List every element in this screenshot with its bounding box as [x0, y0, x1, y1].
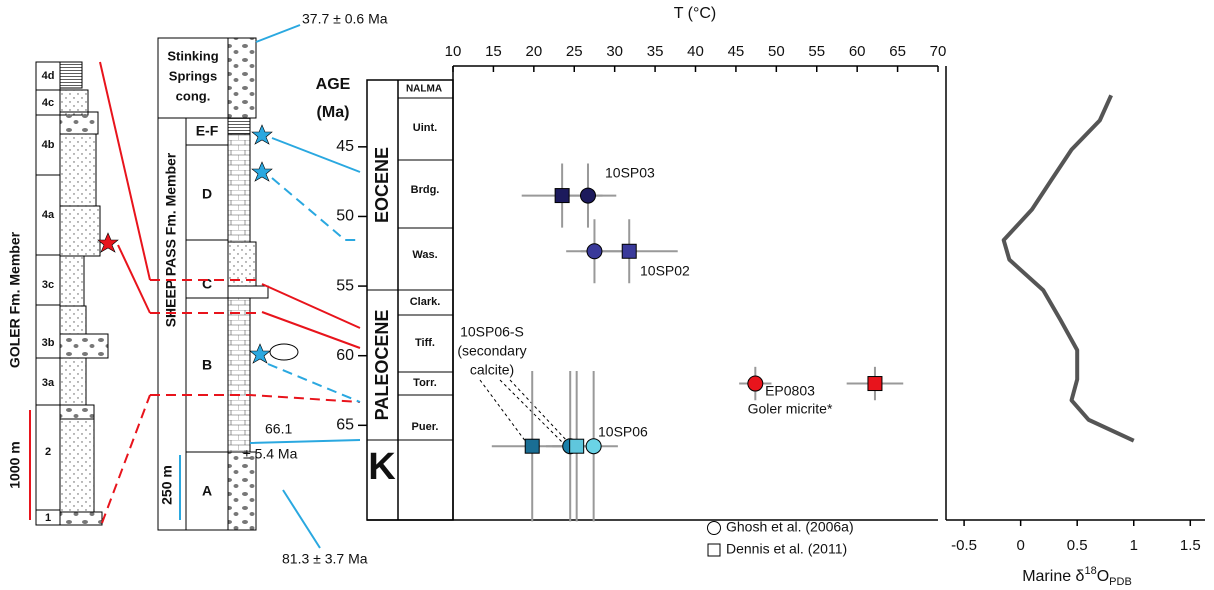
x-tick-label: 35 — [647, 43, 664, 60]
unit-label: 3a — [42, 377, 55, 389]
annotation: 10SP02 — [640, 263, 690, 279]
x-tick-label: 55 — [808, 43, 825, 60]
x-tick-label: 60 — [849, 43, 866, 60]
x-tick-label: 45 — [728, 43, 745, 60]
unit-label: A — [202, 483, 212, 499]
point — [579, 187, 596, 204]
unit-label: 3b — [42, 337, 55, 349]
unit-label: 1 — [45, 512, 51, 524]
unit-label: B — [202, 357, 212, 373]
annotation: EP0803 — [765, 383, 815, 399]
x-tick-label: 20 — [525, 43, 542, 60]
formation-label: SHEEP PASS Fm. Member — [163, 152, 179, 327]
point — [867, 376, 883, 392]
x-tick-label: 65 — [889, 43, 906, 60]
point — [747, 375, 764, 392]
nalma-label: Clark. — [410, 296, 441, 308]
legend-label: Dennis et al. (2011) — [726, 541, 847, 557]
label-part: Marine δ — [1022, 568, 1084, 585]
x-tick-label: 15 — [485, 43, 502, 60]
sheep-pass-column — [157, 37, 299, 531]
annotation: 10SP06-S — [460, 324, 524, 340]
x-tick-label: 10 — [445, 43, 462, 60]
goler-column — [29, 61, 119, 526]
unit-label: 4a — [42, 209, 55, 221]
unit-label: Springs — [169, 68, 217, 83]
correlation-lines — [99, 24, 361, 549]
scale-label: 1000 m — [7, 441, 23, 488]
unit-label: D — [202, 186, 212, 202]
unit-label: 4d — [42, 70, 55, 82]
epoch-label: K — [368, 446, 396, 488]
annotation: 10SP06 — [598, 424, 648, 440]
isotope-curve — [1001, 94, 1135, 443]
x-tick-label: 1 — [1130, 537, 1138, 554]
leader-lines — [479, 379, 569, 443]
point — [586, 243, 603, 260]
unit-label: 4c — [42, 97, 54, 109]
x-tick-label: 0 — [1016, 537, 1024, 554]
legend-marker — [707, 543, 721, 557]
nalma-label: Uint. — [413, 122, 437, 134]
point — [621, 243, 637, 259]
label-part: PDB — [1109, 576, 1132, 588]
x-tick-label: 40 — [687, 43, 704, 60]
x-tick-label: 0.5 — [1067, 537, 1088, 554]
y-tick-label: 65 — [336, 417, 354, 434]
x-tick-label: 1.5 — [1180, 537, 1201, 554]
x-axis-label: T (°C) — [674, 5, 717, 22]
nalma-label: Brdg. — [411, 184, 440, 196]
x-tick-label: 25 — [566, 43, 583, 60]
y-tick-label: 45 — [336, 138, 354, 155]
unit-label: C — [202, 276, 212, 292]
legend-label: Ghosh et al. (2006a) — [726, 519, 854, 535]
label-part: O — [1097, 568, 1109, 585]
x-tick-label: 30 — [606, 43, 623, 60]
y-tick-label: 50 — [336, 208, 354, 225]
legend-marker — [707, 521, 721, 535]
y-axis-label: (Ma) — [317, 104, 350, 121]
annotation: calcite) — [470, 362, 514, 378]
y-tick-label: 55 — [336, 277, 354, 294]
nalma-header: NALMA — [406, 84, 442, 95]
date-label: 66.1 — [265, 421, 292, 437]
date-label: 37.7 ± 0.6 Ma — [302, 11, 388, 27]
date-label: ± 5.4 Ma — [243, 446, 298, 462]
unit-label: E-F — [196, 123, 219, 139]
annotation: (secondary — [457, 343, 526, 359]
x-tick-label: -0.5 — [951, 537, 977, 554]
nalma-label: Torr. — [413, 377, 437, 389]
unit-label: 3c — [42, 279, 54, 291]
epoch-label: PALEOCENE — [372, 310, 392, 421]
unit-label: 4b — [42, 139, 55, 151]
y-tick-label: 60 — [336, 347, 354, 364]
point — [524, 438, 540, 454]
y-axis-label: AGE — [316, 76, 351, 93]
x-tick-label: 70 — [930, 43, 947, 60]
formation-label: GOLER Fm. Member — [7, 231, 23, 368]
epoch-label: EOCENE — [372, 147, 392, 223]
nalma-label: Was. — [412, 249, 437, 261]
point — [585, 438, 602, 455]
point — [569, 438, 585, 454]
annotation: Goler micrite* — [748, 401, 833, 417]
x-axis-label: Marine δ18OPDB — [1022, 565, 1132, 588]
x-tick-label: 50 — [768, 43, 785, 60]
nalma-label: Puer. — [412, 421, 439, 433]
annotation: 10SP03 — [605, 165, 655, 181]
unit-label: 2 — [45, 446, 51, 458]
nalma-label: Tiff. — [415, 337, 435, 349]
date-label: 81.3 ± 3.7 Ma — [282, 551, 368, 567]
point — [554, 188, 570, 204]
unit-label: Stinking — [167, 48, 218, 63]
label-part: 18 — [1084, 565, 1096, 577]
scale-label: 250 m — [159, 465, 175, 505]
unit-label: cong. — [176, 88, 211, 103]
